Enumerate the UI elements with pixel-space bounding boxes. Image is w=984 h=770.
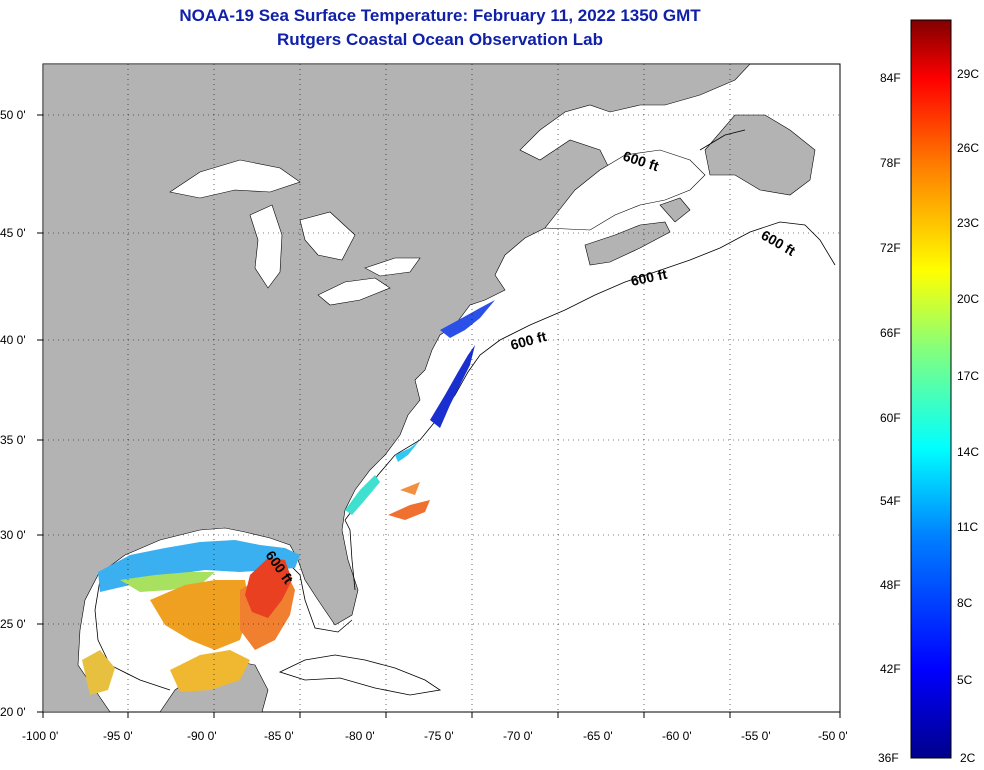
map-grid [43,64,840,712]
lat-label: 30 0' [0,528,26,542]
colorbar-c-label: 26C [957,141,979,155]
map-title: NOAA-19 Sea Surface Temperature: Februar… [179,6,701,25]
land-cape-breton [659,197,691,223]
colorbar-f-labels: 84F 78F 72F 66F 60F 54F 48F 42F 36F [878,71,901,765]
lat-label: 45 0' [0,226,26,240]
colorbar-c-labels: 29C 26C 23C 20C 17C 14C 11C 8C 5C 2C [957,67,979,765]
lon-label: -75 0' [424,729,454,743]
colorbar-f-label: 36F [878,751,899,765]
colorbar-f-label: 48F [880,578,901,592]
lat-label: 50 0' [0,108,26,122]
land-north-america [43,64,751,712]
colorbar-c-label: 2C [960,751,976,765]
colorbar-c-label: 8C [957,596,973,610]
lon-labels: -100 0' -95 0' -90 0' -85 0' -80 0' -75 … [22,729,848,743]
lon-label: -60 0' [662,729,692,743]
colorbar-f-label: 78F [880,156,901,170]
colorbar [910,19,952,759]
land-newfoundland [704,114,816,196]
lat-label: 40 0' [0,333,26,347]
lon-label: -80 0' [345,729,375,743]
colorbar-f-label: 84F [880,71,901,85]
colorbar-c-label: 20C [957,292,979,306]
lon-label: -95 0' [103,729,133,743]
colorbar-f-label: 54F [880,494,901,508]
colorbar-c-label: 11C [957,520,978,534]
map-subtitle: Rutgers Coastal Ocean Observation Lab [277,30,603,49]
axis-ticks [37,114,841,718]
land-cuba [278,654,442,696]
colorbar-f-label: 72F [880,241,901,255]
lon-label: -100 0' [22,729,58,743]
lat-label: 25 0' [0,617,26,631]
lat-labels: 20 0' 25 0' 30 0' 35 0' 40 0' 45 0' 50 0… [0,108,26,719]
sst-data [82,300,495,695]
contour-600ft [94,129,836,691]
colorbar-c-label: 29C [957,67,979,81]
lon-label: -55 0' [741,729,771,743]
colorbar-c-label: 17C [957,369,979,383]
great-lakes [169,159,421,306]
colorbar-c-label: 14C [957,445,979,459]
gulf-st-lawrence [544,149,706,231]
contour-label-scotian: 600 ft [629,266,668,289]
colorbar-c-label: 5C [957,673,973,687]
colorbar-c-label: 23C [957,216,979,230]
lon-label: -50 0' [818,729,848,743]
lon-label: -70 0' [503,729,533,743]
lon-label: -90 0' [187,729,217,743]
colorbar-f-label: 42F [880,662,901,676]
colorbar-f-label: 66F [880,326,901,340]
colorbar-f-label: 60F [880,411,901,425]
lat-label: 35 0' [0,433,26,447]
lon-label: -65 0' [583,729,613,743]
lat-label: 20 0' [0,705,26,719]
lon-label: -85 0' [264,729,294,743]
